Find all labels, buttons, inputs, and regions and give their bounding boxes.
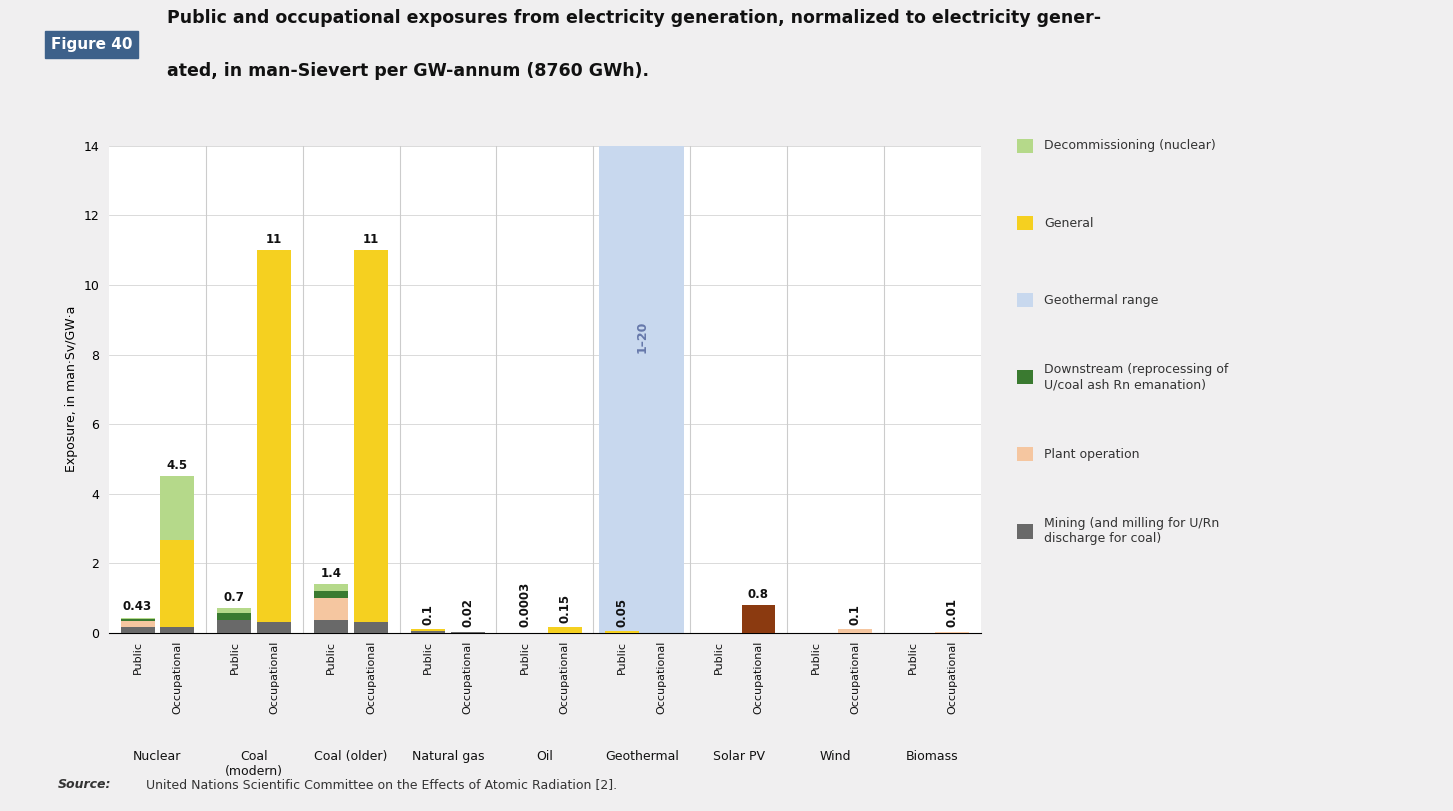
Text: Downstream (reprocessing of
U/coal ash Rn emanation): Downstream (reprocessing of U/coal ash R… <box>1045 363 1229 391</box>
Text: Occupational: Occupational <box>754 641 763 714</box>
Text: General: General <box>1045 217 1094 230</box>
Bar <box>218 613 251 620</box>
Text: Public: Public <box>132 641 142 674</box>
Bar <box>411 631 445 633</box>
Bar <box>218 608 251 613</box>
Text: 4.5: 4.5 <box>167 459 187 472</box>
Text: 0.43: 0.43 <box>124 600 153 613</box>
Text: 0.1: 0.1 <box>849 604 862 625</box>
Text: Occupational: Occupational <box>559 641 570 714</box>
Text: Public: Public <box>520 641 530 674</box>
Text: Biomass: Biomass <box>907 750 959 763</box>
Text: Mining (and milling for U/Rn
discharge for coal): Mining (and milling for U/Rn discharge f… <box>1045 517 1219 545</box>
Text: 0.05: 0.05 <box>616 598 628 627</box>
Bar <box>355 251 388 622</box>
Text: Occupational: Occupational <box>657 641 667 714</box>
Bar <box>548 628 581 633</box>
Bar <box>160 628 195 633</box>
Text: 0.1: 0.1 <box>421 604 434 625</box>
Bar <box>314 620 349 633</box>
Text: Public: Public <box>327 641 336 674</box>
Text: Occupational: Occupational <box>947 641 958 714</box>
Bar <box>257 251 291 622</box>
Text: 0.02: 0.02 <box>462 598 474 627</box>
Text: United Nations Scientific Committee on the Effects of Atomic Radiation [2].: United Nations Scientific Committee on t… <box>142 778 618 791</box>
Text: Coal
(modern): Coal (modern) <box>225 750 283 779</box>
Bar <box>355 622 388 633</box>
Text: Occupational: Occupational <box>173 641 182 714</box>
Bar <box>121 619 154 620</box>
Text: Solar PV: Solar PV <box>712 750 764 763</box>
Text: Figure 40: Figure 40 <box>51 37 132 52</box>
Bar <box>741 605 776 633</box>
Text: Public: Public <box>811 641 821 674</box>
Bar <box>160 476 195 540</box>
Text: Occupational: Occupational <box>269 641 279 714</box>
Text: 0.7: 0.7 <box>224 591 246 604</box>
Text: Occupational: Occupational <box>464 641 472 714</box>
Text: Plant operation: Plant operation <box>1045 448 1141 461</box>
Bar <box>218 620 251 633</box>
Bar <box>314 584 349 591</box>
Bar <box>314 598 349 620</box>
Bar <box>257 622 291 633</box>
Text: 0.8: 0.8 <box>748 588 769 601</box>
Bar <box>838 629 872 633</box>
Text: Public: Public <box>713 641 724 674</box>
Text: Nuclear: Nuclear <box>134 750 182 763</box>
Bar <box>121 618 154 619</box>
Bar <box>314 591 349 598</box>
Text: Public: Public <box>618 641 626 674</box>
Bar <box>411 629 445 631</box>
Text: Occupational: Occupational <box>366 641 376 714</box>
Bar <box>121 627 154 633</box>
Text: Public and occupational exposures from electricity generation, normalized to ele: Public and occupational exposures from e… <box>167 9 1101 27</box>
Text: Public: Public <box>908 641 917 674</box>
Text: 0.15: 0.15 <box>558 594 571 623</box>
Text: Coal (older): Coal (older) <box>314 750 388 763</box>
Bar <box>121 620 154 627</box>
Text: Geothermal range: Geothermal range <box>1045 294 1159 307</box>
Text: 1–20: 1–20 <box>635 321 648 354</box>
Bar <box>604 631 639 633</box>
Bar <box>599 146 684 633</box>
Text: Source:: Source: <box>58 778 112 791</box>
Text: Oil: Oil <box>536 750 554 763</box>
Text: Decommissioning (nuclear): Decommissioning (nuclear) <box>1045 139 1216 152</box>
Text: 0.01: 0.01 <box>946 598 959 627</box>
Text: Occupational: Occupational <box>850 641 860 714</box>
Text: 1.4: 1.4 <box>321 567 341 580</box>
Text: 11: 11 <box>266 233 282 246</box>
Text: Wind: Wind <box>819 750 851 763</box>
Text: Public: Public <box>423 641 433 674</box>
Y-axis label: Exposure, in man·Sv/GW·a: Exposure, in man·Sv/GW·a <box>65 306 78 473</box>
Text: 0.0003: 0.0003 <box>519 581 532 627</box>
Text: ated, in man-Sievert per GW-annum (8760 GWh).: ated, in man-Sievert per GW-annum (8760 … <box>167 62 649 80</box>
Text: Natural gas: Natural gas <box>411 750 484 763</box>
Text: 11: 11 <box>363 233 379 246</box>
Text: Geothermal: Geothermal <box>604 750 679 763</box>
Bar <box>160 540 195 628</box>
Text: Public: Public <box>230 641 240 674</box>
